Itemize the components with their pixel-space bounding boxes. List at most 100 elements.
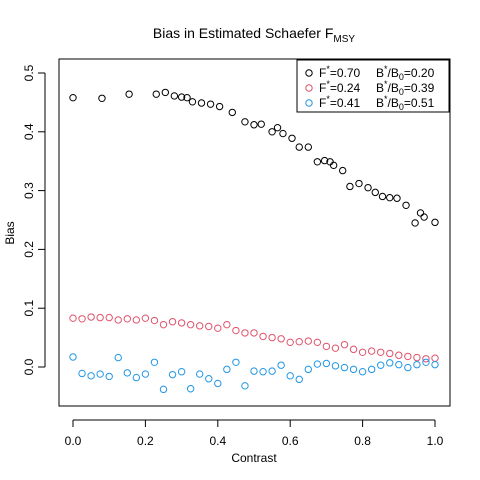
series-0-point-11 <box>215 102 224 111</box>
series-1-point-27 <box>313 338 322 347</box>
series-2-point-13 <box>186 385 195 393</box>
series-2-point-4 <box>105 372 113 381</box>
series-0-point-38 <box>431 218 439 227</box>
series-1-point-19 <box>241 329 249 337</box>
series-2-point-22 <box>268 367 276 375</box>
series-2-point-23 <box>277 361 285 369</box>
series-0-point-34 <box>402 201 410 210</box>
legend-label-f-0: F*=0.70 <box>319 64 361 80</box>
legend: F*=0.70 B*/B0=0.20 F*=0.24 B*/B0=0.39 F*=0.4… <box>296 59 450 113</box>
series-2-point-30 <box>340 363 349 372</box>
series-1-point-23 <box>277 335 285 343</box>
y-axis-ticks: 0.0 0.1 0.2 0.3 0.4 0.5 <box>22 64 45 375</box>
series-1-point-6 <box>123 315 132 323</box>
series-0-point-7 <box>183 93 191 102</box>
x-tick-label-2: 0.4 <box>209 434 226 448</box>
x-tick-label-4: 0.8 <box>354 434 371 448</box>
series-0-point-26 <box>338 166 347 175</box>
series-1-point-31 <box>349 345 358 354</box>
series-2-point-19 <box>241 382 249 390</box>
y-axis-label: Bias <box>3 221 17 244</box>
series-2-point-14 <box>196 370 204 378</box>
series-2-point-17 <box>223 365 231 374</box>
series-1-point-24 <box>286 338 294 347</box>
series-2-point-12 <box>177 368 186 376</box>
series-1-point-25 <box>295 338 303 346</box>
series-0-point-12 <box>228 108 236 117</box>
y-tick-label-4: 0.4 <box>22 123 36 140</box>
series-0-point-3 <box>152 90 160 98</box>
y-tick-label-2: 0.2 <box>22 241 36 258</box>
series-1-point-21 <box>259 332 267 341</box>
legend-label-b-0: B*/B0=0.20 <box>376 64 435 82</box>
chart-title-subscript: MSY <box>333 34 355 45</box>
series-2-point-8 <box>141 370 150 378</box>
legend-box <box>296 59 450 113</box>
x-tick-label-0: 0.0 <box>65 434 82 448</box>
series-0-point-23 <box>320 156 329 165</box>
series-1-point-14 <box>196 322 204 330</box>
series-0-point-15 <box>257 120 265 128</box>
series-1-point-7 <box>132 316 141 324</box>
series-0-point-22 <box>313 158 322 166</box>
legend-entries: F*=0.70 B*/B0=0.20 F*=0.24 B*/B0=0.39 F*=0.4… <box>305 64 435 112</box>
series-0-point-9 <box>197 99 206 107</box>
chart-title: Bias in Estimated Schaefer FMSY <box>153 25 356 45</box>
series-0-point-13 <box>241 118 249 126</box>
series-0-point-31 <box>378 192 387 201</box>
series-0-point-18 <box>279 129 287 138</box>
series-1-point-1 <box>78 315 86 323</box>
series-1-point-11 <box>168 318 177 326</box>
x-axis-ticks: 0.0 0.2 0.4 0.6 0.8 1.0 <box>65 420 444 448</box>
series-2-point-18 <box>232 358 240 366</box>
series-1-point-16 <box>214 324 222 332</box>
plot-frame <box>58 58 451 407</box>
series-1-point-20 <box>250 329 258 337</box>
series-1-point-38 <box>413 353 421 362</box>
series-1-point-15 <box>205 322 213 331</box>
series-2-point-0 <box>69 353 77 361</box>
series-2-point-9 <box>150 358 159 366</box>
series-2-point-27 <box>313 360 322 368</box>
series-0-point-5 <box>170 92 179 100</box>
y-tick-label-1: 0.1 <box>22 300 36 317</box>
series-1-point-17 <box>223 320 231 329</box>
y-tick-label-3: 0.3 <box>22 182 36 199</box>
series-1-point-9 <box>150 316 159 325</box>
series-2-point-39 <box>422 358 430 366</box>
series-2-point-5 <box>114 353 122 362</box>
y-tick-label-0: 0.0 <box>22 358 36 375</box>
series-2-point-10 <box>159 385 168 394</box>
series-0-point-4 <box>161 88 170 97</box>
legend-label-f-1: F*=0.24 <box>319 79 361 95</box>
series-2-point-36 <box>395 360 403 369</box>
series-1-point-2 <box>87 313 95 321</box>
legend-label-b-2: B*/B0=0.51 <box>376 94 435 112</box>
legend-label-f-2: F*=0.41 <box>319 94 361 110</box>
series-0-point-17 <box>273 123 282 132</box>
series-1-point-30 <box>340 340 349 349</box>
series-1-point-37 <box>404 352 412 361</box>
series-2-point-26 <box>304 365 312 374</box>
series-1-point-39 <box>422 355 430 363</box>
series-0-point-2 <box>125 90 133 98</box>
series-0-point-33 <box>393 194 401 202</box>
series-0-point-10 <box>206 100 215 108</box>
series-0-point-29 <box>364 183 372 192</box>
series-2-point-33 <box>367 365 376 374</box>
legend-label-b-1: B*/B0=0.39 <box>376 79 435 97</box>
series-1-point-10 <box>159 320 168 329</box>
legend-marker-0 <box>305 69 313 77</box>
series-1-point-13 <box>186 320 195 329</box>
series-0-point-14 <box>250 121 258 129</box>
series-1-point-4 <box>105 313 113 322</box>
series-2-point-32 <box>358 368 367 376</box>
series-2-point-21 <box>259 368 267 376</box>
series-0-point-1 <box>98 94 106 102</box>
series-2-point-11 <box>168 370 177 379</box>
series-2-point-38 <box>413 360 421 369</box>
data-points <box>69 88 439 394</box>
series-2-point-35 <box>386 359 394 367</box>
series-2-point-24 <box>286 372 294 380</box>
